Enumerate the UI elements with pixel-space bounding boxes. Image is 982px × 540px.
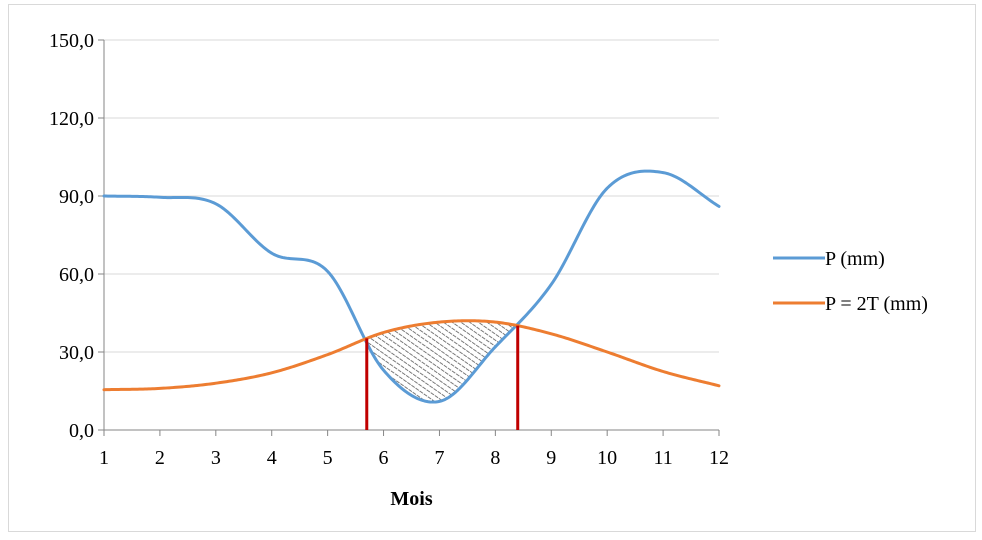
x-tick-label: 12 (709, 447, 729, 469)
y-tick-label: 150,0 (49, 30, 94, 52)
x-tick-label: 7 (434, 447, 444, 469)
series-line (102, 319, 721, 392)
x-tick-label: 2 (155, 447, 165, 469)
axes (98, 39, 720, 436)
legend-label: P = 2T (mm) (825, 293, 928, 315)
x-tick-label: 4 (267, 447, 277, 469)
y-tick-label: 30,0 (59, 342, 94, 364)
series-line (102, 169, 721, 404)
x-tick-label: 1 (99, 447, 109, 469)
x-tick-label: 8 (490, 447, 500, 469)
chart-frame (8, 4, 976, 532)
x-tick-label: 11 (653, 447, 672, 469)
hatched-area (366, 320, 518, 403)
y-tick-label: 120,0 (49, 108, 94, 130)
dry-period-markers (365, 325, 520, 430)
series-lines (102, 169, 721, 404)
y-tick-label: 60,0 (59, 264, 94, 286)
grid-lines (104, 39, 719, 353)
x-tick-label: 3 (211, 447, 221, 469)
x-tick-label: 5 (323, 447, 333, 469)
x-tick-label: 9 (546, 447, 556, 469)
legend: P (mm) P = 2T (mm) (773, 248, 928, 315)
x-tick-label: 6 (379, 447, 389, 469)
dry-period-fill (366, 320, 518, 403)
x-axis-title: Mois (390, 488, 432, 510)
y-tick-label: 0,0 (69, 420, 94, 442)
legend-label: P (mm) (825, 248, 885, 270)
y-tick-label: 90,0 (59, 186, 94, 208)
x-tick-label: 10 (597, 447, 617, 469)
